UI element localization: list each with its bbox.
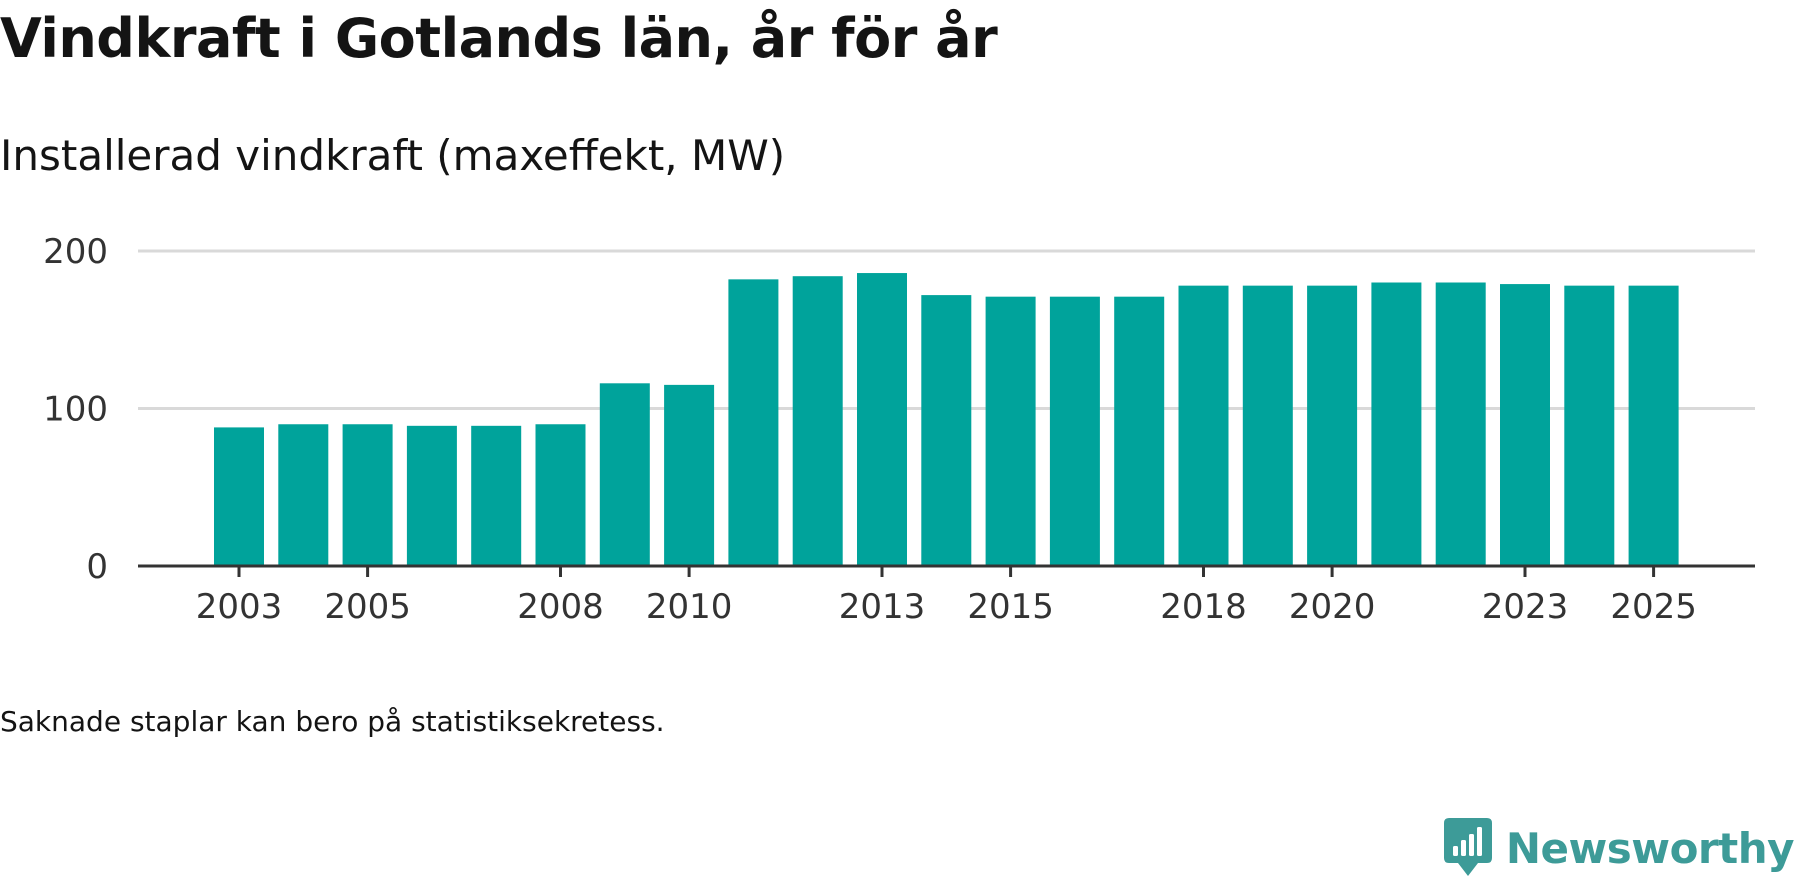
chart-subtitle: Installerad vindkraft (maxeffekt, MW): [0, 131, 786, 180]
bar-2011: [728, 279, 779, 566]
bar-layer: [214, 273, 1679, 566]
bar-2020: [1307, 285, 1358, 566]
y-tick-label: 200: [43, 232, 108, 272]
newsworthy-logo-icon: [1443, 818, 1492, 876]
bar-2015: [985, 296, 1036, 566]
bar-2016: [1049, 296, 1100, 566]
bar-2018: [1178, 285, 1229, 566]
bar-2021: [1371, 282, 1422, 566]
bar-2007: [471, 425, 522, 566]
bar-2004: [278, 424, 329, 566]
x-tick-label: 2008: [517, 587, 604, 627]
bar-2025: [1628, 285, 1679, 566]
bar-2013: [857, 273, 907, 566]
brand-name: Newsworthy: [1505, 823, 1795, 873]
x-tick-label: 2018: [1160, 587, 1247, 627]
bar-2024: [1564, 285, 1615, 566]
bar-2023: [1500, 284, 1550, 566]
x-tick-label: 2015: [967, 587, 1054, 627]
axis-layer: 0 100 200 2003 2005 2008 2010 2013 2015 2018 2020 2…: [43, 232, 1755, 627]
bar-2009: [599, 383, 650, 566]
bar-2014: [921, 295, 972, 566]
x-tick-label: 2010: [646, 587, 733, 627]
bar-2006: [406, 425, 457, 566]
bar-2008: [535, 424, 586, 566]
bar-2005: [342, 424, 393, 566]
x-tick-label: 2003: [196, 587, 283, 627]
x-tick-label: 2013: [839, 587, 926, 627]
brand-logo: Newsworthy: [1443, 817, 1795, 879]
y-tick-label: 0: [86, 547, 108, 587]
bar-chart: 0 100 200 2003 2005 2008 2010 2013 2015 2018 2020 2…: [43, 232, 1755, 627]
x-tick-label: 2025: [1610, 587, 1697, 627]
bar-2012: [792, 276, 843, 566]
bar-2010: [664, 384, 715, 566]
x-tick-label: 2005: [324, 587, 411, 627]
bar-2022: [1435, 282, 1486, 566]
bar-2017: [1114, 296, 1165, 566]
bar-2019: [1242, 285, 1293, 566]
footnote: Saknade staplar kan bero på statistiksek…: [0, 705, 665, 738]
chart-title: Vindkraft i Gotlands län, år för år: [0, 7, 998, 70]
y-tick-label: 100: [43, 390, 108, 430]
bar-2003: [214, 427, 264, 566]
x-tick-label: 2020: [1289, 587, 1376, 627]
x-tick-label: 2023: [1482, 587, 1569, 627]
